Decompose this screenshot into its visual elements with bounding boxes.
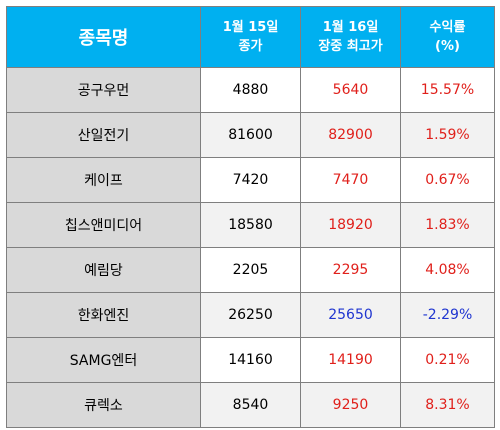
close-price-cell: 18580 — [200, 202, 301, 248]
intraday-high-cell: 25650 — [300, 292, 401, 338]
stock-name-cell: SAMG엔터 — [6, 337, 201, 383]
close-price-cell: 2205 — [200, 247, 301, 293]
stock-name-cell: 큐렉소 — [6, 382, 201, 428]
header-close-label: 종가 — [238, 39, 263, 54]
table-row: 칩스앤미디어 18580 18920 1.83% — [6, 202, 495, 248]
close-price-cell: 8540 — [200, 382, 301, 428]
return-cell: 8.31% — [400, 382, 495, 428]
stock-table: 종목명 1월 15일 종가 1월 16일 장중 최고가 수익률 (%) 공구우먼… — [6, 6, 495, 428]
stock-name-cell: 예림당 — [6, 247, 201, 293]
table-row: SAMG엔터 14160 14190 0.21% — [6, 337, 495, 383]
table-row: 케이프 7420 7470 0.67% — [6, 157, 495, 203]
header-intraday-high: 1월 16일 장중 최고가 — [300, 6, 401, 68]
table-header-row: 종목명 1월 15일 종가 1월 16일 장중 최고가 수익률 (%) — [6, 6, 495, 68]
intraday-high-cell: 9250 — [300, 382, 401, 428]
table-row: 산일전기 81600 82900 1.59% — [6, 112, 495, 158]
return-cell: 0.67% — [400, 157, 495, 203]
close-price-cell: 14160 — [200, 337, 301, 383]
close-price-cell: 26250 — [200, 292, 301, 338]
stock-name-cell: 한화엔진 — [6, 292, 201, 338]
return-cell: 1.59% — [400, 112, 495, 158]
table-row: 예림당 2205 2295 4.08% — [6, 247, 495, 293]
header-high-date: 1월 16일 — [322, 20, 379, 35]
table-row: 공구우먼 4880 5640 15.57% — [6, 67, 495, 113]
stock-name-cell: 케이프 — [6, 157, 201, 203]
stock-name-cell: 산일전기 — [6, 112, 201, 158]
close-price-cell: 81600 — [200, 112, 301, 158]
intraday-high-cell: 14190 — [300, 337, 401, 383]
close-price-cell: 4880 — [200, 67, 301, 113]
intraday-high-cell: 5640 — [300, 67, 401, 113]
intraday-high-cell: 7470 — [300, 157, 401, 203]
header-stock-name: 종목명 — [6, 6, 201, 68]
return-cell: 1.83% — [400, 202, 495, 248]
intraday-high-cell: 82900 — [300, 112, 401, 158]
return-cell: 15.57% — [400, 67, 495, 113]
return-cell: -2.29% — [400, 292, 495, 338]
table-body: 공구우먼 4880 5640 15.57% 산일전기 81600 82900 1.59% 케이프… — [6, 67, 495, 428]
stock-name-cell: 칩스앤미디어 — [6, 202, 201, 248]
header-close-date: 1월 15일 — [222, 20, 279, 35]
table-row: 한화엔진 26250 25650 -2.29% — [6, 292, 495, 338]
header-return-unit: (%) — [435, 39, 460, 54]
return-cell: 4.08% — [400, 247, 495, 293]
stock-name-cell: 공구우먼 — [6, 67, 201, 113]
close-price-cell: 7420 — [200, 157, 301, 203]
intraday-high-cell: 18920 — [300, 202, 401, 248]
table-row: 큐렉소 8540 9250 8.31% — [6, 382, 495, 428]
header-return: 수익률 (%) — [400, 6, 495, 68]
stock-table-container: 종목명 1월 15일 종가 1월 16일 장중 최고가 수익률 (%) 공구우먼… — [6, 6, 495, 428]
header-return-label: 수익률 — [429, 20, 466, 35]
intraday-high-cell: 2295 — [300, 247, 401, 293]
return-cell: 0.21% — [400, 337, 495, 383]
header-high-label: 장중 최고가 — [318, 39, 383, 54]
header-close-price: 1월 15일 종가 — [200, 6, 301, 68]
